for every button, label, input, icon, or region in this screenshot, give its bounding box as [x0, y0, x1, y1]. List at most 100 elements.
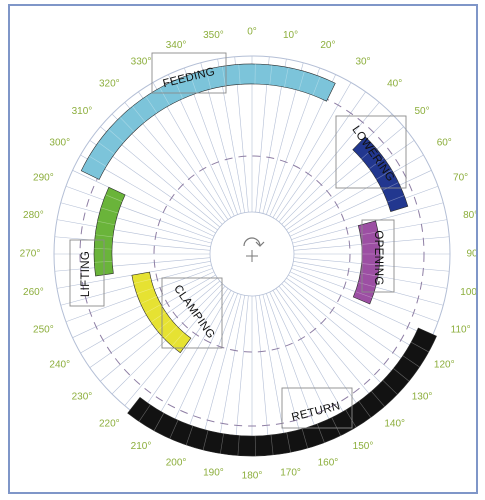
phase-label-box-lifting: [69, 239, 105, 307]
grid-spoke: [255, 295, 270, 452]
degree-label: 160°: [318, 457, 339, 468]
phase-arc-segment: [220, 433, 224, 454]
phase-arc-segment: [88, 155, 107, 167]
degree-label: 150°: [353, 441, 374, 452]
phase-arc-segment: [153, 413, 165, 431]
phase-arc-segment: [393, 368, 410, 382]
phase-arc-segment: [269, 65, 273, 85]
phase-arc-lifting: [93, 186, 126, 277]
phase-arc-segment: [371, 391, 385, 407]
phase-label-boxes: FEEDINGLOWERINGOPENINGRETURNCLAMPINGLIFT…: [69, 52, 407, 429]
degree-label: 170°: [280, 467, 301, 478]
degree-label: 130°: [412, 391, 433, 402]
phase-arc-segment: [237, 435, 240, 456]
degree-label: 40°: [387, 79, 402, 90]
phase-arc-lowering: [352, 136, 409, 212]
phase-arc-segment: [94, 261, 113, 263]
phase-arc-segment: [189, 74, 197, 94]
phase-arc-segment: [360, 272, 379, 277]
phase-arc-segment: [156, 319, 172, 332]
grid-spoke: [275, 288, 366, 417]
phase-arc-segment: [169, 420, 179, 439]
degree-labels: 0° 10° 20° 30° 40° 50° 60° 70° 80° 90° 100° 110° 120…: [20, 27, 476, 482]
phase-arc-segment: [133, 278, 152, 284]
phase-arc-segment: [316, 423, 325, 443]
phase-arc-segment: [98, 142, 115, 155]
degree-label: 310°: [72, 106, 93, 117]
grid-spoke: [72, 170, 215, 237]
grid-spoke: [168, 291, 235, 434]
phase-arc-segment: [159, 87, 170, 106]
phase-arc-segment: [145, 304, 162, 314]
phase-arc-segment: [119, 117, 135, 132]
grid-spoke: [286, 140, 415, 231]
timing-diagram: FEEDINGLOWERINGOPENINGRETURNCLAMPINGLIFT…: [20, 27, 476, 482]
phase-arc-segment: [185, 425, 194, 446]
degree-label: 0°: [247, 27, 257, 38]
phase-arc-opening: [352, 220, 381, 305]
degree-label: 30°: [355, 56, 370, 67]
phase-arc-segment: [355, 291, 373, 299]
phase-arc-segment: [376, 169, 392, 180]
phase-label-box-lowering: [335, 115, 407, 189]
grid-spoke: [291, 185, 439, 240]
degree-label: 260°: [23, 287, 44, 298]
diagram-frame: FEEDING LOWERING OPENING RETURN CLAMPING LIFT…: [8, 4, 478, 494]
grid-spoke: [152, 290, 232, 426]
degree-label: 210°: [131, 441, 152, 452]
phase-arc-segment: [270, 434, 274, 455]
degree-label: 200°: [166, 457, 187, 468]
guide-rings: [79, 81, 425, 427]
degree-label: 340°: [166, 40, 187, 51]
degree-label: 280°: [23, 210, 44, 221]
grid-spoke: [138, 288, 229, 417]
grid-spoke: [54, 236, 211, 251]
degree-label: 230°: [72, 391, 93, 402]
phase-arc-segment: [382, 182, 399, 191]
degree-label: 90°: [466, 249, 476, 260]
phase-arc-segment: [360, 231, 379, 236]
degree-label: 290°: [33, 173, 54, 184]
grid-spoke: [65, 185, 213, 240]
phase-label-box-opening: [361, 219, 395, 293]
degree-label: 80°: [463, 210, 476, 221]
phase-arcs: [80, 63, 437, 457]
phase-arc-segment: [411, 341, 429, 353]
phase-arc-segment: [402, 355, 420, 368]
grid-spoke: [281, 283, 393, 395]
dashed-guide-ring: [79, 81, 425, 427]
phase-arc-segment: [301, 428, 308, 449]
grid-spoke: [183, 293, 238, 441]
phase-arc-feeding: [80, 63, 336, 180]
phase-arc-segment: [174, 80, 184, 99]
degree-label: 100°: [460, 287, 476, 298]
degree-label: 220°: [99, 419, 120, 430]
dashed-guide-ring: [153, 155, 351, 353]
phase-arc-segment: [140, 296, 158, 304]
phase-arc-segment: [369, 157, 385, 170]
rotation-arrow-icon: [243, 237, 265, 262]
phase-arc-segment: [205, 69, 212, 90]
phase-arc-segment: [238, 64, 241, 85]
phase-arc-segment: [221, 66, 226, 87]
phase-arc-segment: [382, 380, 398, 395]
degree-label: 330°: [131, 56, 152, 67]
phase-arc-segment: [358, 282, 376, 288]
phase-label-box-feeding: [151, 52, 227, 94]
phase-arc-segment: [345, 409, 357, 428]
phase-arc-segment: [298, 71, 305, 91]
grid-spoke: [272, 290, 352, 426]
phase-arc-segment: [105, 194, 123, 202]
phase-arc-segment: [108, 129, 124, 143]
grid-spoke: [286, 277, 415, 368]
degree-label: 300°: [49, 138, 70, 149]
phase-arc-segment: [171, 332, 184, 347]
phase-label-box-clamping: [161, 277, 223, 349]
grid-spoke: [60, 202, 212, 244]
phase-arc-segment: [312, 76, 321, 96]
phase-arc-segment: [387, 195, 405, 203]
degree-label: 50°: [414, 106, 429, 117]
phase-arc-segment: [331, 417, 341, 436]
phase-arc-segment: [100, 207, 119, 214]
degree-label: 270°: [20, 249, 41, 260]
